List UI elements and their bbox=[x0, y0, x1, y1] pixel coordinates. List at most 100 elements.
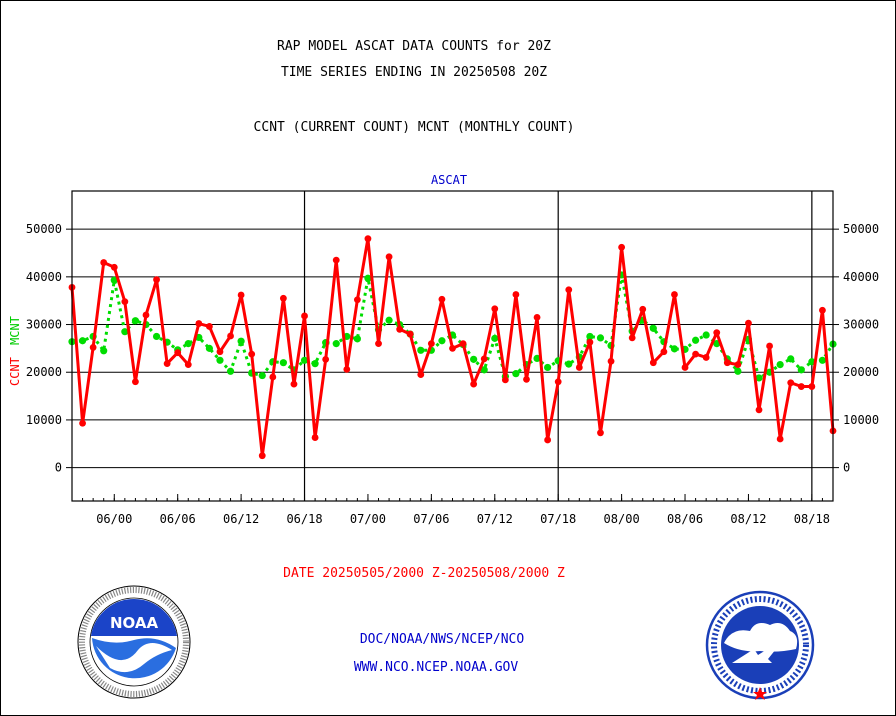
data-point-ccnt bbox=[195, 320, 203, 327]
data-point-mcnt bbox=[100, 347, 108, 355]
y-tick-label-right: 50000 bbox=[843, 222, 879, 236]
x-tick-label: 08/06 bbox=[667, 512, 703, 526]
data-point-mcnt bbox=[691, 336, 700, 344]
x-tick-label: 08/18 bbox=[794, 512, 830, 526]
data-point-ccnt bbox=[290, 380, 298, 388]
data-point-ccnt bbox=[681, 364, 689, 371]
data-point-ccnt bbox=[132, 378, 139, 386]
data-point-ccnt bbox=[100, 259, 108, 266]
data-point-mcnt bbox=[670, 345, 679, 353]
data-point-mcnt bbox=[565, 360, 573, 368]
series-layer bbox=[68, 235, 837, 460]
data-point-ccnt bbox=[671, 291, 678, 298]
data-point-ccnt bbox=[766, 342, 773, 350]
chart-title-line1: RAP MODEL ASCAT DATA COUNTS for 20Z bbox=[277, 39, 551, 54]
data-point-mcnt bbox=[586, 332, 594, 341]
data-point-ccnt bbox=[808, 383, 816, 390]
data-point-ccnt bbox=[533, 313, 541, 321]
x-tick-label: 06/06 bbox=[160, 512, 196, 526]
data-point-ccnt bbox=[427, 340, 435, 348]
data-point-mcnt bbox=[776, 361, 784, 369]
data-point-mcnt bbox=[205, 344, 214, 352]
data-point-mcnt bbox=[332, 340, 340, 348]
data-point-ccnt bbox=[628, 334, 636, 342]
nws-logo bbox=[705, 590, 815, 700]
data-point-mcnt bbox=[734, 367, 742, 375]
site-url[interactable]: WWW.NCO.NCEP.NOAA.GOV bbox=[353, 660, 519, 675]
y-axis-ticks: 0 0 10000 10000 20000 20000 30000 30000 40000 400… bbox=[26, 222, 879, 474]
data-point-ccnt bbox=[575, 364, 583, 371]
data-point-ccnt bbox=[269, 373, 277, 381]
y-tick-label-left: 20000 bbox=[26, 365, 62, 379]
x-tick-label: 08/00 bbox=[604, 512, 640, 526]
data-point-ccnt bbox=[206, 323, 213, 330]
plot-title: ASCAT bbox=[431, 173, 467, 187]
data-point-ccnt bbox=[438, 295, 446, 303]
data-point-ccnt bbox=[491, 305, 499, 313]
y-tick-label-left: 30000 bbox=[26, 318, 62, 332]
data-point-mcnt bbox=[544, 363, 552, 372]
y-tick-label-right: 20000 bbox=[843, 365, 879, 379]
data-point-ccnt bbox=[406, 330, 414, 338]
data-point-mcnt bbox=[258, 371, 266, 380]
data-point-mcnt bbox=[596, 334, 605, 342]
noaa-logo: NOAA bbox=[77, 585, 191, 699]
data-point-mcnt bbox=[491, 334, 499, 342]
data-point-ccnt bbox=[745, 319, 752, 327]
noaa-logo-text: NOAA bbox=[110, 614, 159, 632]
x-tick-label: 06/18 bbox=[286, 512, 322, 526]
data-point-ccnt bbox=[322, 355, 330, 363]
x-tick-label: 07/12 bbox=[477, 512, 513, 526]
data-point-ccnt bbox=[364, 235, 372, 243]
series-ccnt bbox=[68, 235, 837, 460]
data-point-mcnt bbox=[279, 359, 287, 367]
data-point-ccnt bbox=[480, 355, 488, 363]
data-point-mcnt bbox=[470, 355, 478, 363]
data-point-ccnt bbox=[597, 429, 604, 437]
data-point-ccnt bbox=[544, 436, 552, 444]
data-point-ccnt bbox=[554, 378, 562, 386]
data-point-mcnt bbox=[152, 332, 161, 341]
data-point-mcnt bbox=[131, 317, 140, 325]
data-point-ccnt bbox=[237, 291, 245, 299]
data-point-mcnt bbox=[818, 356, 827, 364]
x-tick-label: 08/12 bbox=[730, 512, 766, 526]
data-point-ccnt bbox=[649, 359, 657, 367]
data-point-ccnt bbox=[385, 253, 393, 261]
data-point-ccnt bbox=[311, 434, 319, 441]
y-tick-label-right: 10000 bbox=[843, 413, 879, 427]
data-point-ccnt bbox=[163, 360, 171, 368]
data-point-ccnt bbox=[227, 332, 234, 340]
data-point-ccnt bbox=[79, 419, 86, 427]
data-point-mcnt bbox=[533, 354, 541, 362]
data-point-mcnt bbox=[797, 366, 805, 374]
data-point-ccnt bbox=[110, 263, 118, 271]
y-label-ccnt: CCNT bbox=[8, 357, 22, 386]
x-tick-label: 07/00 bbox=[350, 512, 386, 526]
data-point-mcnt bbox=[78, 337, 87, 345]
x-tick-label: 06/00 bbox=[96, 512, 132, 526]
data-point-ccnt bbox=[723, 359, 731, 367]
data-point-ccnt bbox=[470, 380, 478, 388]
x-axis-ticks: 06/00 06/06 06/12 06/18 07/00 07/06 07/12 07/18… bbox=[82, 494, 830, 526]
data-point-ccnt bbox=[501, 376, 509, 384]
data-point-ccnt bbox=[89, 344, 97, 351]
data-point-mcnt bbox=[237, 337, 245, 345]
chart-title-line2: TIME SERIES ENDING IN 20250508 20Z bbox=[280, 65, 548, 80]
data-point-ccnt bbox=[755, 406, 763, 414]
data-point-mcnt bbox=[110, 276, 118, 284]
data-point-mcnt bbox=[438, 337, 446, 345]
x-tick-label: 06/12 bbox=[223, 512, 259, 526]
data-point-mcnt bbox=[300, 356, 309, 364]
data-point-mcnt bbox=[385, 316, 393, 324]
data-point-mcnt bbox=[226, 367, 235, 375]
data-point-mcnt bbox=[480, 366, 488, 374]
data-point-ccnt bbox=[819, 306, 826, 314]
org-path: DOC/NOAA/NWS/NCEP/NCO bbox=[359, 632, 525, 647]
data-point-ccnt bbox=[258, 452, 266, 460]
data-point-mcnt bbox=[364, 274, 372, 282]
data-point-ccnt bbox=[184, 361, 192, 368]
plot-area-border bbox=[71, 190, 834, 502]
data-point-ccnt bbox=[713, 329, 721, 337]
